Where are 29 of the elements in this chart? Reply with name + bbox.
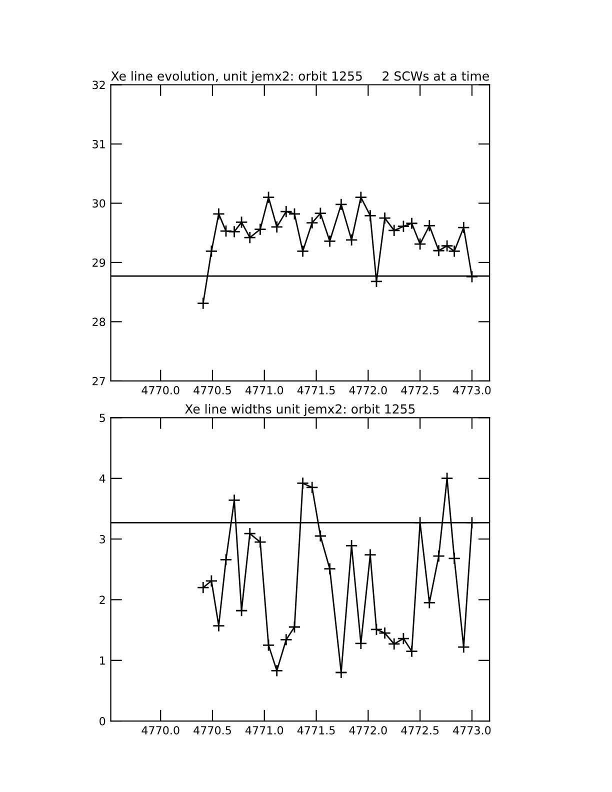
chart-title: Xe line evolution, unit jemx2: orbit 1255 xyxy=(111,71,362,84)
y-tick-label: 29 xyxy=(92,258,106,267)
x-tick-label: 4770.0 xyxy=(142,726,180,734)
x-tick-label: 4772.5 xyxy=(401,386,439,394)
y-tick-label: 28 xyxy=(92,318,106,326)
y-tick-label: 27 xyxy=(92,376,105,386)
x-tick-label: 4773.0 xyxy=(453,386,491,394)
x-tick-label: 4772.0 xyxy=(349,726,387,734)
x-tick-label: 4771.0 xyxy=(245,726,284,734)
y-tick-label: 2 xyxy=(100,596,105,604)
y-tick-label: 4 xyxy=(99,474,106,483)
x-tick-label: 4771.5 xyxy=(297,386,335,394)
x-tick-label: 4773.0 xyxy=(453,726,491,734)
y-tick-label: 0 xyxy=(100,717,106,726)
y-tick-label: 1 xyxy=(100,656,105,665)
x-tick-label: 4771.0 xyxy=(245,386,284,394)
x-tick-label: 4770.0 xyxy=(142,386,180,394)
chart-subtitle: 2 SCWs at a time xyxy=(382,71,489,81)
y-tick-label: 31 xyxy=(92,140,105,148)
x-tick-label: 4771.5 xyxy=(297,726,335,734)
y-tick-label: 5 xyxy=(100,414,105,422)
y-tick-label: 3 xyxy=(100,535,106,544)
x-tick-label: 4772.0 xyxy=(349,386,387,394)
x-tick-label: 4770.5 xyxy=(194,386,231,394)
y-tick-label: 32 xyxy=(92,80,105,90)
x-tick-label: 4770.5 xyxy=(194,726,231,734)
chart-title: Xe line widths unit jemx2: orbit 1255 xyxy=(185,404,415,416)
y-tick-label: 30 xyxy=(92,199,106,208)
x-tick-label: 4772.5 xyxy=(401,726,439,734)
